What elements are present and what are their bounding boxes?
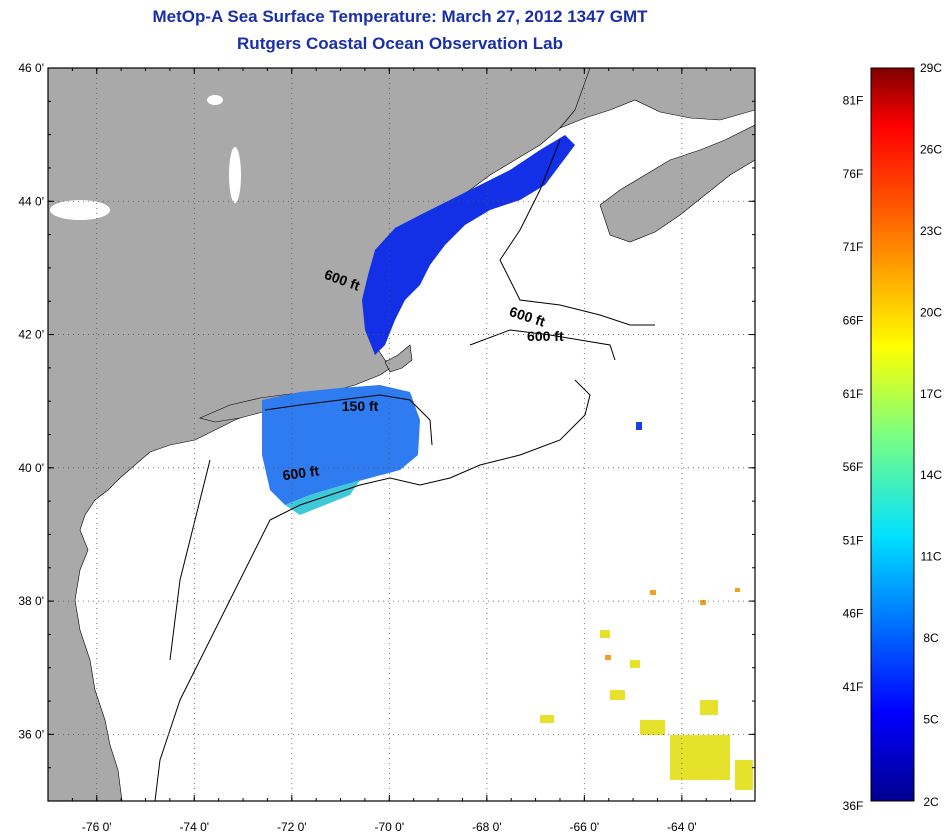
graticule-grid — [48, 68, 755, 801]
chesapeake-bay — [132, 520, 148, 600]
lake — [50, 200, 110, 220]
contour-600ft-georges — [469, 329, 616, 361]
map-subtitle: Rutgers Coastal Ocean Observation Lab — [237, 34, 563, 53]
lon-tick-label: -66 0' — [570, 820, 600, 834]
land-nova-scotia — [599, 124, 755, 243]
sst-gulf-of-maine — [362, 135, 575, 355]
sst-orange-spots — [605, 588, 740, 660]
colorbar-fahrenheit-label: 71F — [843, 240, 864, 254]
colorbar-fahrenheit-label: 46F — [843, 607, 864, 621]
contour-mid-atlantic — [154, 519, 271, 801]
sst-warm-patches — [540, 630, 753, 790]
lon-tick-label: -68 0' — [472, 820, 502, 834]
lat-tick-label: 44 0' — [18, 194, 44, 208]
lake — [207, 95, 223, 105]
lon-tick-label: -74 0' — [179, 820, 209, 834]
colorbar-fahrenheit-label: 81F — [843, 94, 864, 108]
land-cape-cod — [384, 344, 413, 373]
lon-tick-label: -72 0' — [277, 820, 307, 834]
colorbar-celsius-label: 29C — [920, 61, 942, 75]
contour-inner-shelf — [169, 459, 211, 661]
colorbar-fahrenheit-label: 66F — [843, 313, 864, 327]
contour-label: 150 ft — [342, 398, 379, 414]
lat-tick-label: 46 0' — [18, 61, 44, 75]
contour-label: 600 ft — [527, 328, 564, 344]
lon-tick-label: -64 0' — [667, 820, 697, 834]
colorbar-celsius-label: 23C — [920, 224, 942, 238]
lat-tick-label: 38 0' — [18, 594, 44, 608]
lon-tick-label: -76 0' — [82, 820, 112, 834]
map-title: MetOp-A Sea Surface Temperature: March 2… — [152, 7, 648, 26]
colorbar-fahrenheit-label: 41F — [843, 680, 864, 694]
colorbar — [870, 67, 915, 802]
land-new-brunswick — [559, 68, 755, 129]
colorbar-fahrenheit-label: 61F — [843, 387, 864, 401]
colorbar-celsius-label: 11C — [920, 550, 941, 564]
map-axes: 46 0' 44 0' 42 0' 40 0' 38 0' 36 0' -76 0' -74 … — [18, 61, 755, 834]
sst-spot — [636, 422, 642, 430]
colorbar-celsius-label: 14C — [920, 468, 942, 482]
contour-150ft — [264, 394, 433, 446]
colorbar-celsius-label: 17C — [920, 387, 942, 401]
colorbar-celsius-label: 20C — [920, 305, 942, 319]
colorbar-labels: 2C 5C 8C 11C 14C 17C 20C 23C 26C 29C 36F 41F 46F 51F 5… — [843, 61, 943, 813]
contour-600ft-gulf-of-maine — [499, 139, 655, 326]
colorbar-celsius-label: 8C — [923, 631, 939, 645]
colorbar-celsius-label: 2C — [923, 795, 939, 809]
contour-shelf-break — [269, 379, 591, 521]
colorbar-fahrenheit-label: 56F — [843, 460, 864, 474]
colorbar-celsius-label: 26C — [920, 142, 942, 156]
colorbar-celsius-label: 5C — [923, 713, 939, 727]
lake — [229, 147, 241, 203]
lon-tick-label: -70 0' — [374, 820, 404, 834]
lat-tick-label: 40 0' — [18, 461, 44, 475]
colorbar-fahrenheit-label: 76F — [843, 167, 864, 181]
lat-tick-label: 42 0' — [18, 328, 44, 342]
lat-tick-label: 36 0' — [18, 727, 44, 741]
colorbar-fahrenheit-label: 51F — [843, 533, 864, 547]
contour-label: 600 ft — [282, 462, 321, 483]
sst-southern-new-england-shelf — [262, 385, 420, 505]
colorbar-fahrenheit-label: 36F — [843, 799, 864, 813]
